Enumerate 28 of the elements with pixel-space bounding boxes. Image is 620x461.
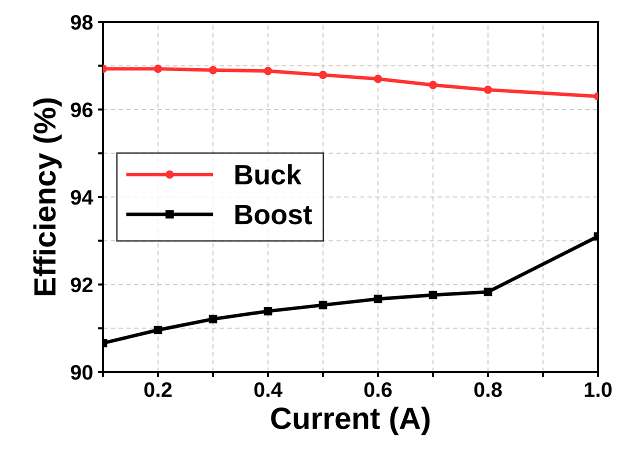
x-tick-label: 0.2: [144, 382, 172, 398]
y-tick-label: 98: [70, 15, 93, 30]
point: [374, 74, 382, 84]
y-tick-label: 94: [70, 190, 94, 205]
point: [154, 64, 162, 73]
x-tick-label: 0.8: [474, 382, 502, 398]
point: [428, 290, 438, 300]
point: [154, 326, 162, 334]
point: [264, 66, 272, 76]
x-tick-label: 0.6: [364, 382, 392, 398]
point: [484, 86, 492, 94]
point: [374, 294, 382, 304]
point: [208, 314, 218, 324]
point: [208, 66, 218, 74]
y-tick-label: 90: [70, 365, 92, 380]
y-tick-label: 92: [70, 278, 92, 292]
point: [318, 70, 328, 80]
point: [484, 288, 492, 296]
x-tick-label: 0.4: [254, 382, 282, 398]
legend-label: Boost: [235, 204, 312, 224]
x-axis-title: Current (A): [271, 406, 430, 436]
point: [318, 300, 328, 310]
y-tick-label: 96: [70, 102, 93, 118]
point: [264, 307, 272, 316]
y-axis-title: Efficiency (%): [33, 98, 62, 296]
point: [428, 80, 438, 90]
x-tick-label: 1.0: [584, 382, 612, 398]
legend-label: Buck: [235, 164, 302, 185]
